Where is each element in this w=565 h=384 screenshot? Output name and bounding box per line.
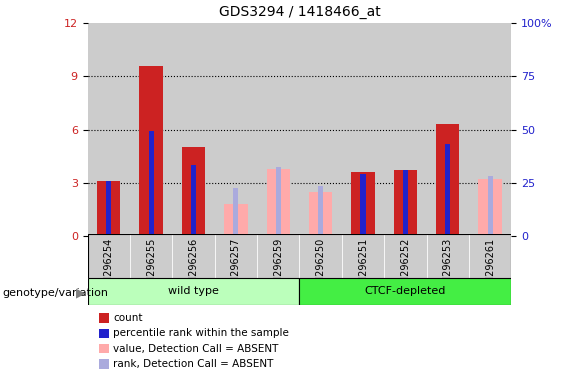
Bar — [469, 23, 511, 236]
Bar — [130, 234, 172, 278]
Bar — [215, 234, 257, 278]
Bar — [140, 66, 163, 236]
Bar — [318, 187, 323, 236]
Bar — [436, 124, 459, 236]
Bar — [384, 234, 427, 278]
Text: value, Detection Call = ABSENT: value, Detection Call = ABSENT — [113, 344, 279, 354]
Bar — [427, 23, 469, 236]
Text: GSM296253: GSM296253 — [443, 238, 453, 297]
Text: rank, Detection Call = ABSENT: rank, Detection Call = ABSENT — [113, 359, 273, 369]
Bar — [479, 179, 502, 236]
Bar — [257, 23, 299, 236]
Bar — [88, 234, 130, 278]
Bar — [276, 167, 281, 236]
Text: GSM296250: GSM296250 — [316, 238, 325, 297]
Bar — [88, 278, 299, 305]
Bar — [360, 174, 366, 236]
Bar — [351, 172, 375, 236]
Bar — [427, 234, 469, 278]
Bar — [233, 188, 238, 236]
Bar — [488, 176, 493, 236]
Bar — [97, 181, 120, 236]
Bar — [267, 169, 290, 236]
Text: GSM296251: GSM296251 — [358, 238, 368, 297]
Bar — [182, 147, 205, 236]
Text: ▶: ▶ — [76, 286, 86, 299]
Bar — [106, 181, 111, 236]
Bar — [191, 165, 196, 236]
Bar — [342, 234, 384, 278]
Bar — [257, 234, 299, 278]
Title: GDS3294 / 1418466_at: GDS3294 / 1418466_at — [219, 5, 380, 19]
Text: GSM296254: GSM296254 — [104, 238, 114, 297]
Bar — [342, 23, 384, 236]
Text: GSM296259: GSM296259 — [273, 238, 283, 297]
Text: GSM296256: GSM296256 — [189, 238, 198, 297]
Bar — [445, 144, 450, 236]
Bar — [403, 170, 408, 236]
Text: wild type: wild type — [168, 286, 219, 296]
Bar — [299, 278, 511, 305]
Bar — [149, 131, 154, 236]
Text: GSM296261: GSM296261 — [485, 238, 495, 297]
Text: GSM296257: GSM296257 — [231, 238, 241, 297]
Text: GSM296252: GSM296252 — [401, 238, 410, 297]
Bar — [394, 170, 417, 236]
Bar — [224, 204, 247, 236]
Bar — [172, 23, 215, 236]
Text: count: count — [113, 313, 142, 323]
Bar — [172, 234, 215, 278]
Bar — [309, 192, 332, 236]
Bar — [130, 23, 172, 236]
Text: CTCF-depleted: CTCF-depleted — [364, 286, 446, 296]
Bar — [469, 234, 511, 278]
Text: percentile rank within the sample: percentile rank within the sample — [113, 328, 289, 338]
Text: genotype/variation: genotype/variation — [3, 288, 109, 298]
Bar — [299, 234, 342, 278]
Bar — [299, 23, 342, 236]
Bar — [215, 23, 257, 236]
Text: GSM296255: GSM296255 — [146, 238, 156, 297]
Bar — [384, 23, 427, 236]
Bar — [88, 23, 130, 236]
